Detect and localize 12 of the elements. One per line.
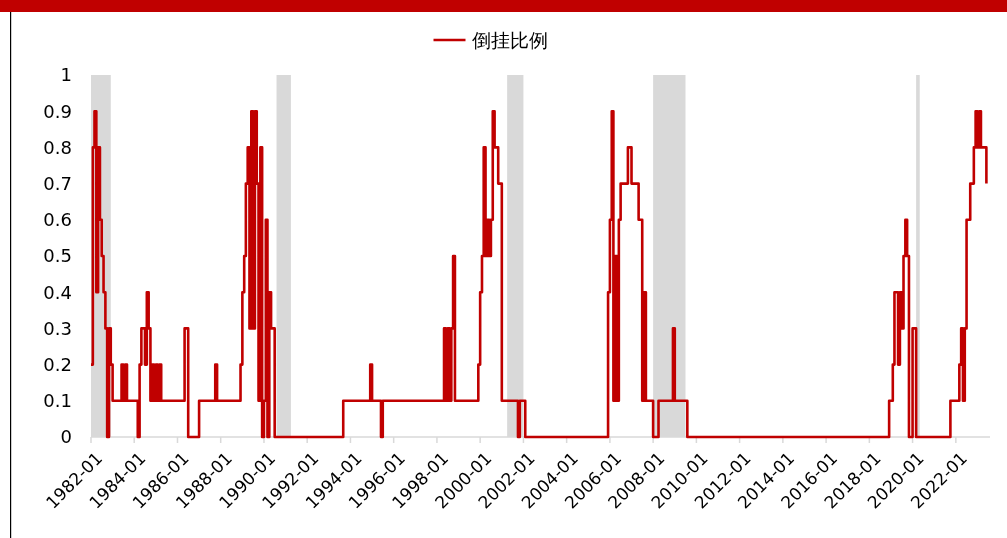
- y-tick-label: 1: [60, 64, 72, 86]
- y-tick-label: 0.5: [43, 245, 72, 267]
- y-tick-label: 0.3: [43, 317, 72, 339]
- y-tick-label: 0.1: [43, 390, 72, 412]
- y-tick-label: 0: [60, 426, 72, 448]
- y-tick-label: 0.2: [43, 353, 72, 375]
- y-tick-label: 0.6: [43, 209, 72, 231]
- y-tick-label: 0.9: [43, 100, 72, 122]
- legend-label: 倒挂比例: [471, 29, 548, 51]
- y-tick-label: 0.4: [43, 281, 72, 303]
- y-tick-label: 0.7: [43, 172, 72, 194]
- y-tick-label: 0.8: [43, 136, 72, 158]
